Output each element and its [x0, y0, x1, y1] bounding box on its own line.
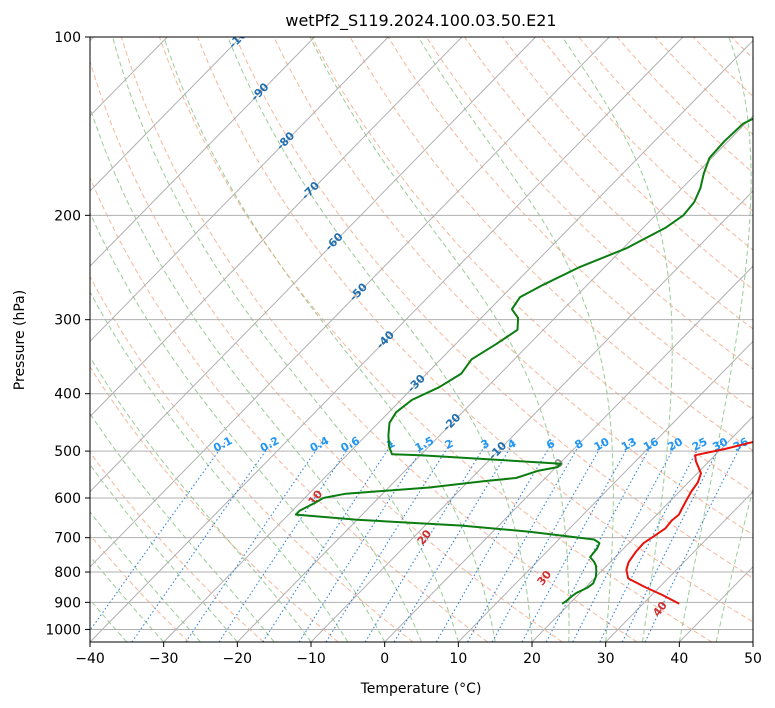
moist-adiabat-line	[417, 37, 614, 642]
dry-adiabat-line	[273, 37, 753, 536]
chart-title: wetPf2_S119.2024.100.03.50.E21	[285, 11, 556, 31]
mixing-ratio-line	[644, 440, 744, 642]
mixing-ratio-line	[218, 440, 354, 642]
dry-adiabat-line	[90, 59, 563, 642]
moist-adiabat-line	[90, 555, 165, 642]
y-tick-label: 700	[54, 531, 81, 547]
x-tick-label: 20	[523, 651, 541, 667]
isotherm-line	[384, 265, 753, 642]
mixing-ratio-line	[185, 440, 324, 642]
moist-adiabat-line	[90, 463, 238, 642]
pressure-gridlines	[90, 37, 753, 630]
x-tick-label: −30	[149, 651, 179, 667]
dry-adiabat-line	[90, 275, 414, 642]
x-tick-label: 10	[449, 651, 467, 667]
mixing-ratio-line	[435, 440, 554, 642]
y-tick-label: 500	[54, 444, 81, 460]
moist-adiabat-line	[90, 412, 275, 642]
moist-adiabat-line	[678, 37, 752, 642]
dewpoint-line	[294, 117, 753, 605]
y-tick-label: 100	[54, 30, 81, 46]
mixing-ratio-line	[393, 440, 516, 642]
x-tick-label: 30	[597, 651, 615, 667]
isotherm-line	[90, 37, 463, 418]
dry-adiabat-line	[90, 534, 190, 642]
moist-adiabat-line	[227, 37, 533, 642]
mixing-ratio-line	[599, 440, 703, 642]
isotherm-line	[90, 37, 536, 493]
dry-adiabat-line	[197, 37, 753, 623]
mixing-ratio-line	[491, 440, 605, 642]
moist-adiabat-line	[90, 106, 422, 642]
y-tick-label: 800	[54, 565, 81, 581]
y-tick-label: 300	[54, 313, 81, 329]
x-tick-label: −40	[75, 651, 105, 667]
isotherm-line	[605, 490, 753, 642]
mixing-ratio-label: 10	[592, 435, 612, 454]
isotherm-line	[531, 415, 753, 642]
moist-adiabat-line	[112, 37, 459, 642]
mixing-ratio-lines	[90, 440, 744, 642]
y-tick-label: 400	[54, 387, 81, 403]
x-tick-label: −10	[296, 651, 326, 667]
dry-adiabat-line	[502, 37, 753, 290]
mixing-ratio-line	[364, 440, 489, 642]
dry-adiabat-line	[235, 37, 753, 579]
moist-adiabat-line	[90, 356, 312, 642]
x-axis-ticks: −40 −30 −20 −10 0 10 20 30 40 50	[75, 642, 762, 667]
y-axis-label: Pressure (hPa)	[12, 290, 28, 390]
mixing-ratio-label: 13	[619, 435, 639, 454]
mixing-ratio-line	[298, 440, 428, 642]
isotherms	[90, 37, 753, 642]
isotherm-line	[90, 37, 242, 192]
y-tick-label: 600	[54, 491, 81, 507]
dry-adiabat-line	[464, 37, 753, 330]
plot-frame	[89, 36, 754, 643]
x-axis-label: Temperature (°C)	[360, 681, 482, 697]
moist-adiabat-line	[561, 37, 673, 642]
y-tick-label: 900	[54, 595, 81, 611]
mixing-ratio-line	[325, 440, 453, 642]
mixing-ratio-line	[521, 440, 633, 642]
moist-adiabat-line	[715, 487, 753, 642]
isotherm-line	[90, 37, 315, 267]
isotherm-line	[90, 37, 389, 343]
x-tick-label: 50	[744, 651, 762, 667]
moist-adiabat-line	[90, 511, 201, 642]
isotherm-line	[236, 115, 753, 642]
dry-adiabat-line	[90, 366, 339, 642]
dry-adiabat-line	[387, 37, 753, 411]
moist-adiabat-line	[90, 290, 349, 642]
mixing-ratio-label: 25	[690, 435, 710, 454]
temperature-line	[625, 440, 753, 605]
mixing-ratio-line	[467, 440, 583, 642]
mixing-ratio-line	[90, 440, 227, 632]
mixing-ratio-line	[621, 440, 724, 642]
x-tick-label: 40	[670, 651, 688, 667]
mixing-ratio-label: 16	[641, 435, 661, 454]
mixing-ratio-line	[262, 440, 395, 642]
x-tick-label: −20	[223, 651, 253, 667]
isotherm-line	[90, 37, 684, 642]
isotherm-line	[457, 340, 753, 642]
mixing-ratio-label: 20	[665, 435, 685, 454]
x-tick-label: 0	[380, 651, 389, 667]
isotherm-line	[90, 37, 610, 568]
y-tick-label: 1000	[45, 622, 81, 638]
y-tick-label: 200	[54, 208, 81, 224]
y-axis-ticks: 100 200 300 400 500 600 700 800 900 1000	[45, 30, 90, 638]
isotherm-line	[163, 39, 753, 642]
data-series	[294, 117, 753, 605]
isotherm-line	[310, 190, 753, 642]
mixing-ratio-line	[131, 440, 274, 642]
dry-adiabat-line	[311, 37, 753, 493]
dry-adiabat-line	[158, 37, 712, 642]
